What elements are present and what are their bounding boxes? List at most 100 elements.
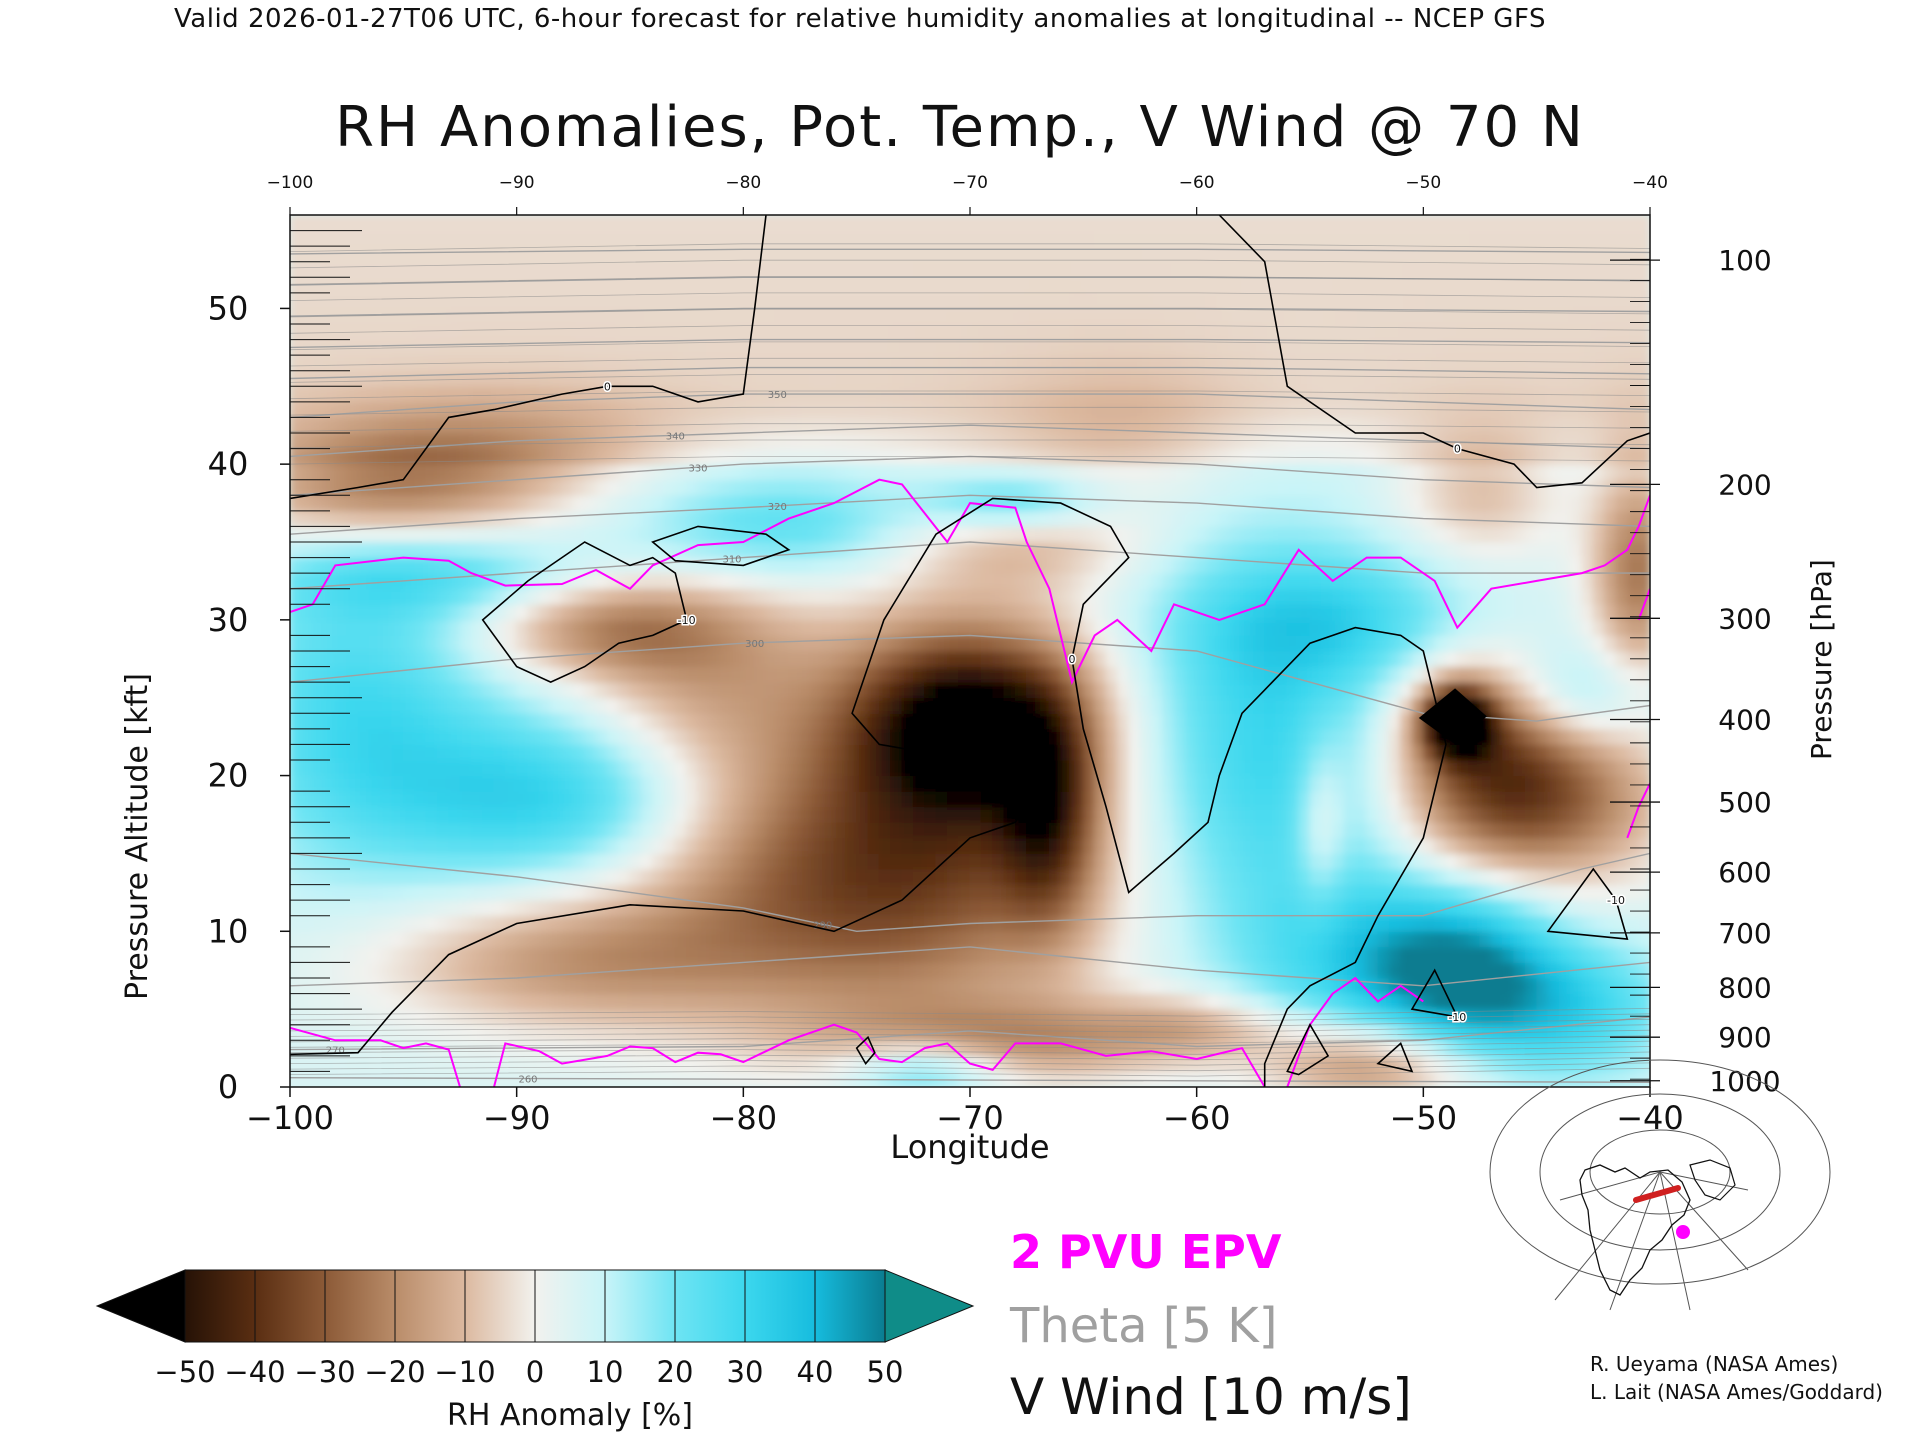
rh-cell <box>799 588 812 605</box>
rh-cell <box>323 681 336 699</box>
rh-cell <box>1116 370 1130 387</box>
rh-cell <box>1184 432 1198 450</box>
rh-cell <box>448 930 461 948</box>
rh-cell <box>1037 370 1050 387</box>
rh-cell <box>1218 993 1232 1010</box>
rh-cell <box>402 603 416 621</box>
rh-cell <box>1230 323 1243 341</box>
rh-cell <box>1218 915 1232 932</box>
rh-cell <box>606 276 620 294</box>
rh-cell <box>1014 681 1028 699</box>
rh-cell <box>765 339 778 356</box>
rh-cell <box>765 230 778 247</box>
rh-cell <box>1139 790 1152 808</box>
rh-cell <box>924 354 937 372</box>
rh-cell <box>550 292 563 309</box>
rh-cell <box>652 1055 665 1072</box>
rh-cell <box>776 634 790 652</box>
rh-cell <box>561 339 574 356</box>
rh-cell <box>788 977 801 995</box>
rh-cell <box>368 479 382 496</box>
rh-cell <box>1128 697 1141 714</box>
rh-cell <box>765 603 778 621</box>
rh-cell <box>1196 806 1209 823</box>
rh-cell <box>561 354 574 372</box>
rh-cell <box>368 416 382 434</box>
rh-cell <box>980 743 994 761</box>
rh-cell <box>708 650 722 668</box>
rh-cell <box>1230 993 1243 1010</box>
rh-cell <box>1048 915 1062 932</box>
rh-cell <box>799 899 812 917</box>
rh-cell <box>493 993 506 1010</box>
rh-cell <box>1162 276 1175 294</box>
rh-cell <box>856 852 869 870</box>
rh-cell <box>969 884 982 901</box>
rh-cell <box>334 479 348 496</box>
rh-cell <box>742 557 756 574</box>
rh-cell <box>425 557 438 574</box>
rh-cell <box>1116 354 1130 372</box>
rh-cell <box>1241 1008 1254 1026</box>
rh-cell <box>1060 728 1073 745</box>
rh-cell <box>1252 401 1266 418</box>
rh-cell <box>1094 416 1107 434</box>
rh-cell <box>1105 993 1118 1010</box>
rh-cell <box>402 759 416 777</box>
rh-cell <box>1037 743 1050 761</box>
rh-cell <box>448 915 461 932</box>
rh-cell <box>584 681 597 699</box>
rh-cell <box>663 401 676 418</box>
rh-cell <box>674 463 688 481</box>
rh-cell <box>482 884 495 901</box>
rh-cell <box>776 977 790 995</box>
rh-cell <box>1094 588 1107 605</box>
rh-cell <box>878 572 892 590</box>
rh-cell <box>357 681 370 699</box>
rh-cell <box>1116 1024 1130 1041</box>
rh-cell <box>312 821 325 839</box>
rh-cell <box>1218 666 1232 683</box>
rh-cell <box>493 1024 506 1041</box>
rh-cell <box>1037 323 1050 341</box>
rh-cell <box>290 946 302 963</box>
rh-cell <box>550 915 563 932</box>
rh-cell <box>550 806 563 823</box>
rh-cell <box>402 448 416 465</box>
rh-cell <box>300 557 314 574</box>
rh-cell <box>1241 930 1254 948</box>
rh-cell <box>720 759 733 777</box>
rh-cell <box>1230 1055 1243 1072</box>
rh-cell <box>290 230 302 247</box>
rh-cell <box>493 339 506 356</box>
rh-cell <box>1082 525 1096 543</box>
rh-cell <box>1014 977 1028 995</box>
rh-cell <box>538 479 552 496</box>
rh-cell <box>618 852 631 870</box>
rh-cell <box>856 416 869 434</box>
rh-cell <box>1094 215 1107 232</box>
rh-cell <box>1162 619 1175 636</box>
rh-cell <box>380 775 393 792</box>
rh-cell <box>425 634 438 652</box>
rh-cell <box>618 1024 631 1041</box>
rh-cell <box>856 930 869 948</box>
rh-cell <box>720 292 733 309</box>
rh-cell <box>1128 666 1141 683</box>
rh-cell <box>629 323 642 341</box>
rh-cell <box>640 463 654 481</box>
rh-cell <box>1026 215 1039 232</box>
rh-cell <box>1162 728 1175 745</box>
rh-cell <box>924 697 937 714</box>
rh-cell <box>958 572 971 590</box>
rh-cell <box>1173 681 1186 699</box>
rh-cell <box>606 541 620 559</box>
rh-cell <box>731 666 744 683</box>
rh-cell <box>595 525 608 543</box>
rh-cell <box>402 650 416 668</box>
rh-cell <box>1184 821 1198 839</box>
rh-cell <box>1252 448 1266 465</box>
rh-cell <box>323 743 336 761</box>
rh-cell <box>844 837 858 854</box>
rh-cell <box>1014 899 1028 917</box>
